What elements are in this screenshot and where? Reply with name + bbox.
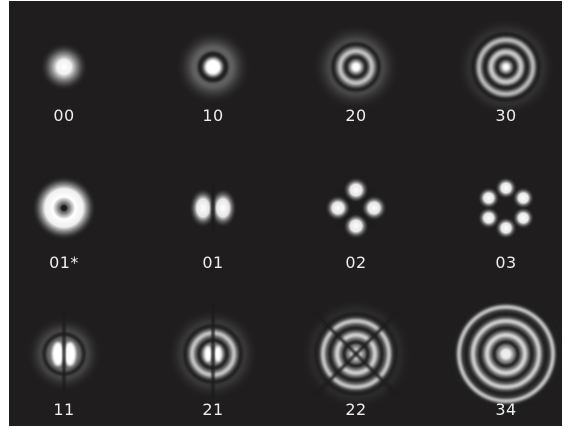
mode-02-pattern xyxy=(325,177,387,239)
mode-03: 03 xyxy=(436,138,562,278)
mode-30-pattern xyxy=(456,17,556,117)
mode-01-label: 01 xyxy=(202,253,224,272)
mode-10-pattern xyxy=(175,29,251,105)
mode-11-pattern xyxy=(26,314,102,394)
mode-21-pattern xyxy=(167,306,259,402)
mode-02: 02 xyxy=(286,138,426,278)
mode-22: 22 xyxy=(286,284,426,424)
mode-11-label: 11 xyxy=(53,400,75,419)
mode-01: 01 xyxy=(143,138,283,278)
mode-01-star: 01* xyxy=(9,138,134,278)
mode-21: 21 xyxy=(143,284,283,424)
mode-30: 30 xyxy=(436,1,562,137)
mode-10-label: 10 xyxy=(202,106,224,125)
mode-01-pattern xyxy=(189,184,237,232)
mode-00-label: 00 xyxy=(53,106,75,125)
mode-01-star-label: 01* xyxy=(49,253,79,272)
mode-03-pattern xyxy=(477,177,535,239)
mode-34-label: 34 xyxy=(495,400,517,419)
mode-22-label: 22 xyxy=(345,400,367,419)
mode-20-pattern xyxy=(312,23,400,111)
mode-02-label: 02 xyxy=(345,253,367,272)
mode-21-label: 21 xyxy=(202,400,224,419)
mode-00-pattern xyxy=(40,43,88,91)
mode-20-label: 20 xyxy=(345,106,367,125)
mode-22-pattern xyxy=(300,298,412,410)
mode-34-pattern xyxy=(444,292,562,416)
mode-30-label: 30 xyxy=(495,106,517,125)
mode-03-label: 03 xyxy=(495,253,517,272)
mode-34: 34 xyxy=(436,284,562,424)
mode-10: 10 xyxy=(143,1,283,137)
mode-11: 11 xyxy=(9,284,134,424)
mode-00: 00 xyxy=(9,1,134,137)
mode-20: 20 xyxy=(286,1,426,137)
mode-01-star-pattern xyxy=(32,176,96,240)
mode-grid-panel: 00 10 20 xyxy=(9,1,562,426)
